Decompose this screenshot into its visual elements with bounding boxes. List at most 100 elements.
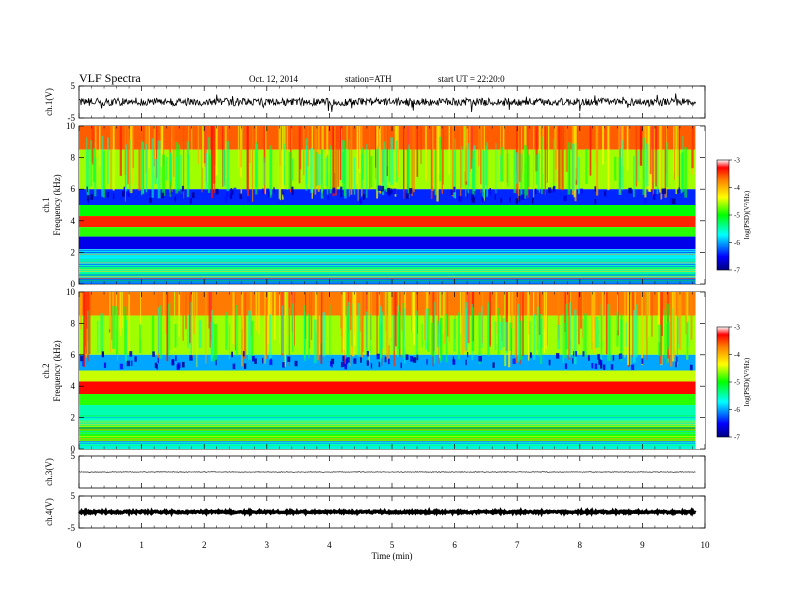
x-tick-label: 8 [578, 540, 583, 550]
chorus-burst [564, 292, 566, 333]
spectrogram-streak [529, 321, 531, 355]
spectrogram-dip [572, 358, 574, 364]
spectrogram-dip [602, 364, 606, 370]
chorus-burst [413, 292, 416, 345]
chorus-burst [544, 126, 546, 196]
spectrogram-dip [330, 360, 332, 367]
spectrogram-dip [127, 191, 130, 197]
chorus-burst [343, 292, 346, 356]
spectrogram-dip [393, 188, 397, 195]
spectrogram-streak [366, 144, 368, 198]
chorus-burst [675, 126, 678, 195]
spectrogram-streak [574, 309, 577, 365]
ch2-frequency-ylabel: Frequency (kHz) [52, 340, 62, 401]
chorus-burst [209, 292, 211, 348]
spectrogram-dip [669, 198, 672, 204]
chorus-burst [85, 292, 89, 329]
ch4-waveform [78, 506, 697, 518]
chorus-burst [659, 126, 661, 193]
spectrogram-streak [390, 137, 393, 185]
chorus-burst [533, 126, 535, 198]
spectrogram-streak [381, 149, 385, 195]
chorus-burst [121, 292, 123, 329]
spectrogram-streak [180, 154, 183, 195]
waveform-trace [78, 471, 696, 473]
chorus-burst [605, 292, 607, 333]
spectrogram-dip [368, 189, 372, 196]
chorus-burst [651, 126, 654, 196]
chorus-burst [234, 292, 236, 348]
spectrogram-band [79, 394, 696, 406]
spectrogram-streak [288, 151, 292, 189]
spectrogram-dip [594, 198, 597, 205]
spectrogram-streak [167, 303, 170, 356]
chorus-burst [201, 126, 203, 193]
chorus-burst [674, 292, 676, 348]
spectrogram-dip [239, 193, 243, 200]
y-tick-label: 0 [71, 279, 76, 289]
chorus-burst [354, 292, 357, 331]
chorus-burst [398, 126, 400, 178]
chorus-burst [517, 126, 520, 201]
spectrogram-streak [415, 310, 419, 359]
spectrogram-dip [478, 355, 482, 362]
spectrogram-streak [433, 301, 435, 364]
station-label: station=ATH [345, 74, 392, 84]
spectrogram-streak [325, 157, 328, 187]
spectrogram-streak [255, 143, 259, 188]
spectrogram-dip [388, 358, 390, 365]
spectrogram-dip [376, 353, 380, 360]
spectrogram-streak [139, 324, 142, 354]
spectrogram-line [79, 417, 696, 418]
colorbar-tick-label: -4 [734, 351, 740, 359]
colorbar-tick-label: -6 [734, 239, 740, 247]
spectrogram-streak [94, 141, 96, 186]
time-axis-label: Time (min) [372, 551, 413, 561]
chorus-burst [495, 292, 497, 344]
spectrogram-streak [198, 320, 202, 348]
spectrogram-dip [553, 185, 556, 192]
chorus-burst [673, 126, 676, 172]
y-tick-label: 8 [71, 153, 76, 163]
spectrogram-streak [494, 321, 497, 351]
chorus-burst [565, 126, 568, 172]
chorus-burst [617, 292, 619, 331]
spectrogram-dip [340, 186, 343, 193]
spectrogram-streak [678, 317, 680, 349]
spectrogram-dip [548, 187, 552, 193]
chorus-burst [653, 126, 655, 183]
spectrogram-streak [346, 313, 349, 362]
spectrogram-line [79, 444, 696, 446]
spectrogram-line [79, 274, 696, 276]
chorus-burst [264, 126, 267, 194]
spectrogram-streak [453, 150, 456, 198]
spectrogram-dip [618, 353, 621, 360]
chorus-burst [264, 292, 266, 364]
spectrogram-streak [509, 322, 513, 351]
spectrogram-streak [402, 303, 405, 358]
spectrogram-line [79, 262, 696, 264]
spectrogram-dip [342, 361, 345, 367]
y-tick-label: 2 [71, 247, 76, 257]
chorus-burst [547, 126, 550, 190]
chorus-burst [258, 292, 260, 334]
spectrogram-dip [603, 190, 607, 197]
chorus-burst [451, 126, 455, 197]
chorus-burst [360, 292, 363, 358]
spectrogram-streak [385, 148, 387, 192]
chorus-burst [424, 292, 426, 341]
spectrogram-line [79, 419, 696, 420]
spectrogram-streak [571, 143, 575, 191]
x-tick-label: 3 [265, 540, 270, 550]
spectrogram-dip [406, 193, 409, 199]
chorus-burst [271, 292, 273, 346]
spectrogram-streak [169, 152, 172, 182]
spectrogram-dip [281, 189, 284, 195]
waveform-trace [78, 506, 697, 518]
spectrogram-dip [597, 354, 600, 360]
chorus-burst [309, 292, 311, 349]
spectrogram-streak [666, 142, 669, 188]
spectrogram-dip [466, 192, 469, 198]
spectrogram-streak [353, 157, 356, 195]
